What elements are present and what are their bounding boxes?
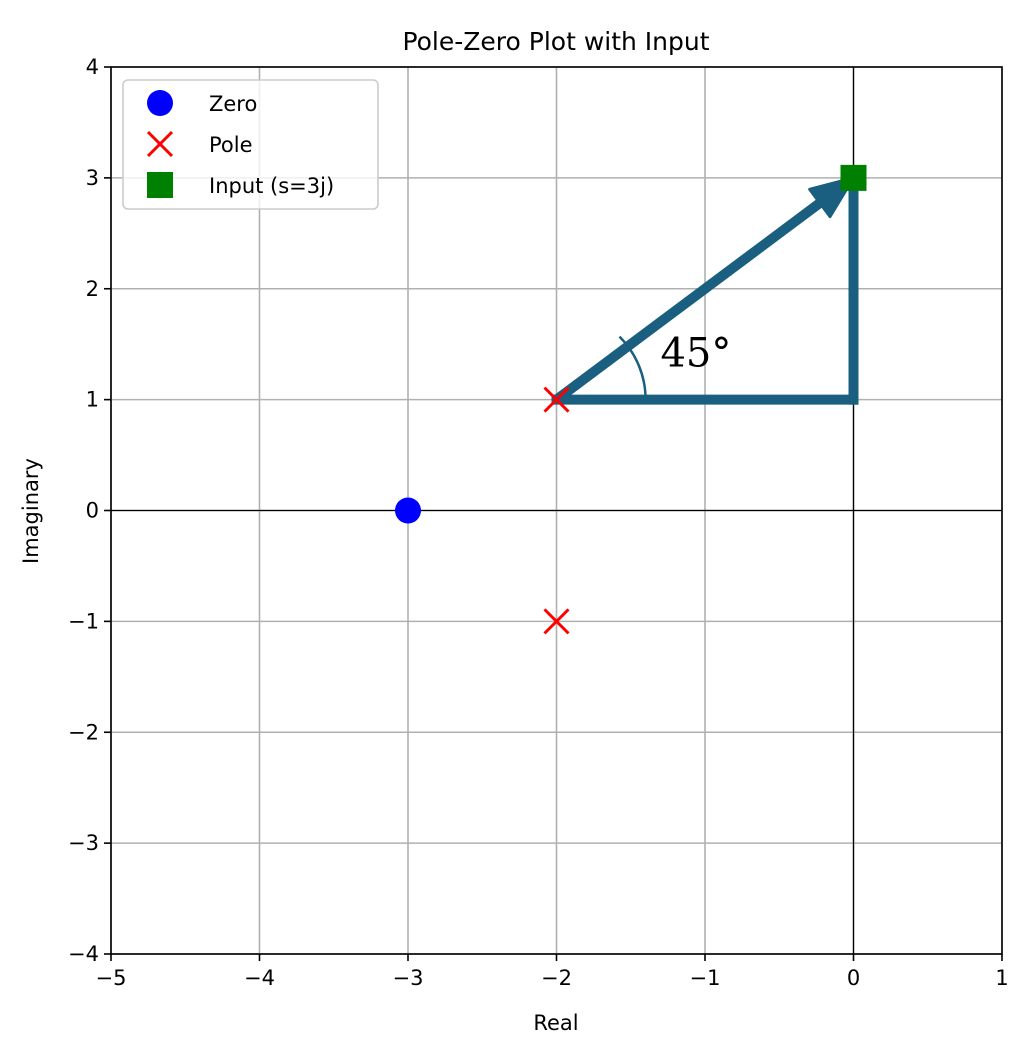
x-tick-label: −1 — [690, 966, 721, 990]
legend-entry: Input (s=3j) — [147, 172, 334, 198]
y-tick-label: −4 — [68, 942, 99, 966]
pole-marker-stroke — [146, 130, 174, 158]
x-tick-label: 1 — [995, 966, 1008, 990]
vector-arrow-shaft — [553, 198, 823, 404]
legend: Zero Pole Input (s=3j) — [122, 79, 379, 210]
legend-entry: Zero — [147, 90, 257, 116]
input-marker — [147, 172, 173, 198]
y-tick-label: 2 — [86, 277, 99, 301]
legend-label: Zero — [209, 92, 257, 116]
y-tick-label: −3 — [68, 831, 99, 855]
pole-marker — [543, 608, 570, 635]
pole-marker-stroke — [543, 608, 570, 635]
angle-annotation: 45° — [551, 172, 859, 405]
y-axis-label: Imaginary — [19, 458, 43, 564]
pole-marker — [543, 386, 570, 413]
legend-label: Input (s=3j) — [209, 174, 334, 198]
pole-marker — [146, 130, 174, 158]
y-tick-label: 1 — [86, 388, 99, 412]
angle-arc — [618, 335, 647, 400]
x-tick-label: 0 — [847, 966, 860, 990]
y-tick-label: 3 — [86, 166, 99, 190]
y-tick-label: 0 — [86, 499, 99, 523]
chart-title: Pole-Zero Plot with Input — [402, 27, 709, 56]
y-tick-label: −1 — [68, 609, 99, 633]
zero-marker — [395, 497, 421, 524]
x-axis-label: Real — [533, 1011, 578, 1035]
legend-entry: Pole — [146, 130, 253, 158]
pole-marker-stroke — [543, 386, 570, 413]
legend-box — [122, 79, 379, 210]
input-marker — [840, 164, 867, 191]
x-tick-label: −5 — [96, 966, 127, 990]
y-tick-label: 4 — [86, 55, 99, 79]
angle-label: 45° — [660, 330, 731, 376]
x-tick-label: −3 — [393, 966, 424, 990]
legend-label: Pole — [209, 133, 253, 157]
y-tick-label: −2 — [68, 720, 99, 744]
zero-marker — [147, 90, 173, 116]
x-tick-label: −2 — [541, 966, 572, 990]
x-tick-label: −4 — [244, 966, 275, 990]
data-markers — [395, 164, 867, 635]
